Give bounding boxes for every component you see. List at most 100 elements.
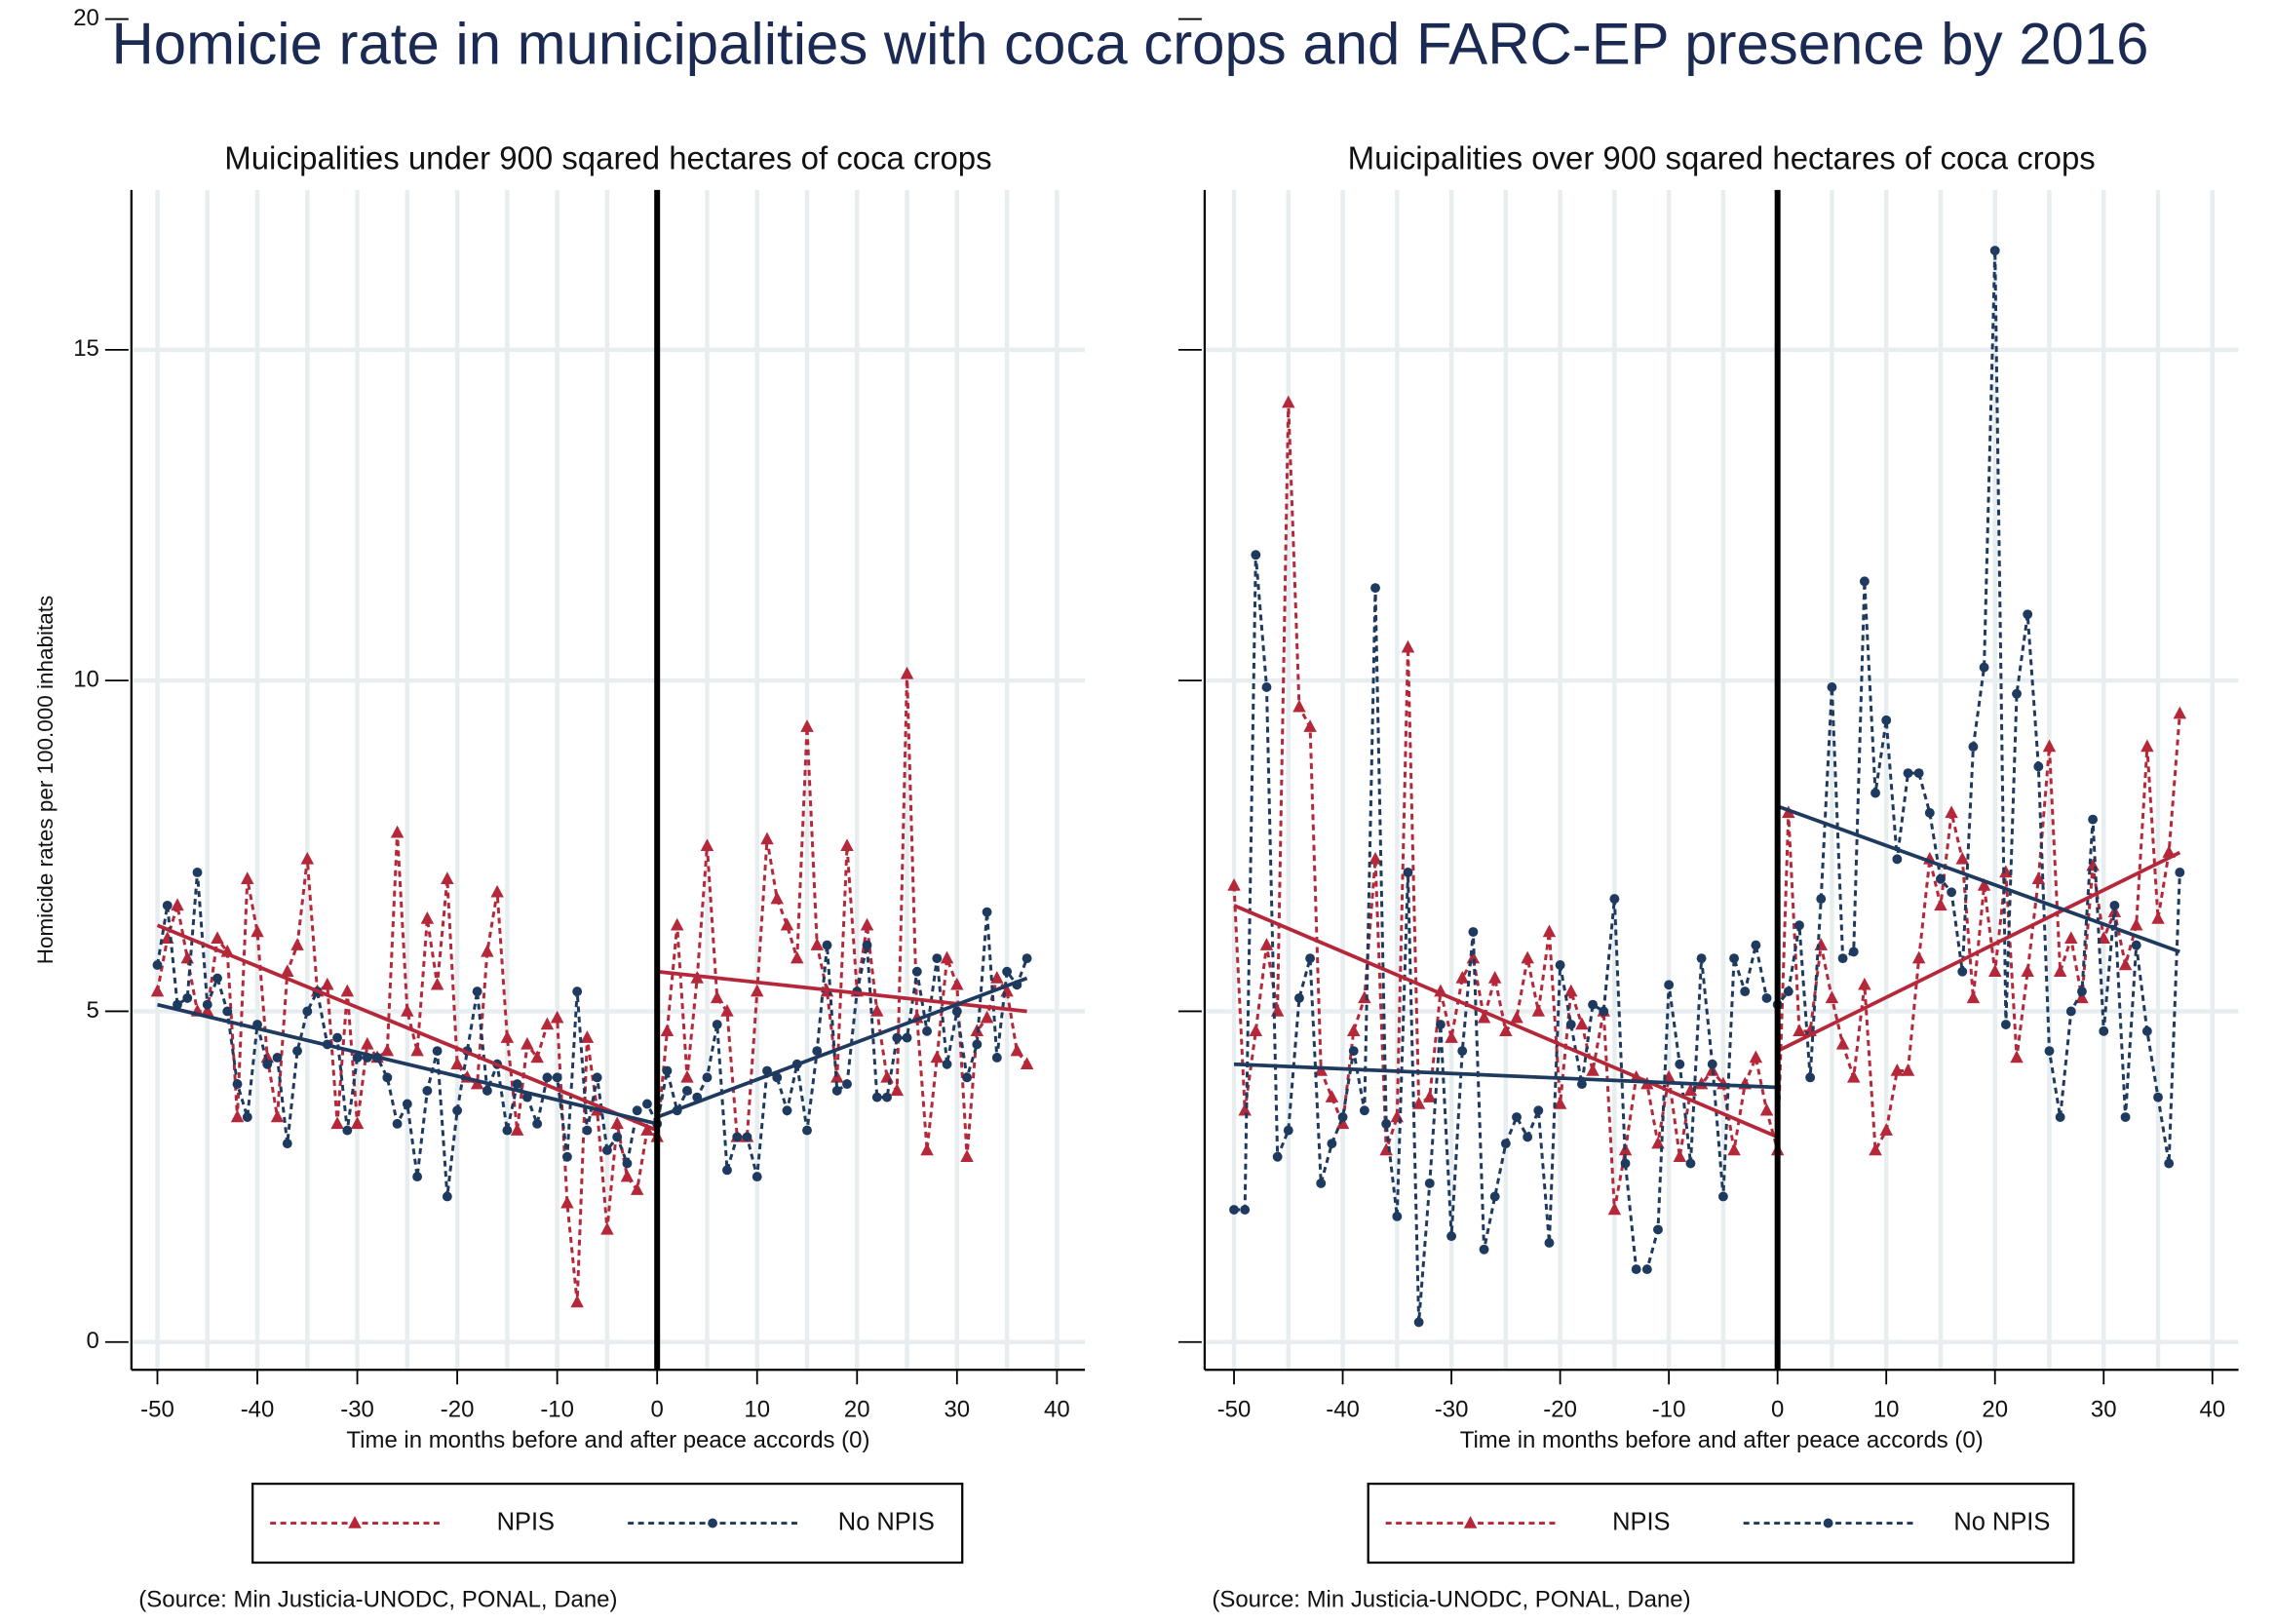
data-point [1911,950,1926,964]
data-point [1816,894,1827,905]
data-point [500,1030,515,1043]
data-point [2164,1158,2175,1169]
legend-label: NPIS [1612,1508,1670,1535]
data-point [911,966,922,977]
data-point [490,884,504,898]
data-point [951,1006,962,1017]
data-point [392,1118,403,1129]
data-point [470,1076,484,1090]
x-tick-label: 10 [1873,1397,1900,1423]
data-point [412,1172,423,1182]
legend-marker [1823,1518,1833,1528]
data-point [272,1053,283,1063]
data-point [2175,868,2185,877]
x-tick-label: 40 [2199,1397,2225,1423]
data-point [2033,761,2044,772]
data-point [2042,739,2057,753]
data-point [1955,851,1970,865]
data-point [452,1105,463,1116]
data-point [352,1053,363,1063]
data-point [1869,1142,1882,1156]
series-line [1234,251,2181,1323]
data-point [700,838,714,852]
data-point [1999,865,2013,878]
data-point [1814,938,1829,950]
data-point [2153,1092,2163,1102]
data-point [802,1125,812,1136]
y-tick-label: 5 [87,997,99,1024]
data-point [1761,992,1772,1003]
data-point [1435,1020,1446,1029]
data-point [1479,1244,1489,1255]
data-point [1403,868,1413,877]
data-point [1651,1136,1665,1149]
data-point [550,1010,564,1024]
data-point [201,1003,214,1017]
data-point [512,1079,522,1090]
data-point [632,1105,642,1116]
data-point [1729,953,1739,964]
data-point [152,960,163,970]
x-tick-label: -10 [1652,1397,1686,1423]
data-point [812,1046,823,1057]
data-point [670,917,684,931]
panel-title: Muicipalities under 900 sqared hectares … [224,140,991,176]
data-point [702,1072,713,1083]
data-point [481,944,494,957]
data-point [1881,715,1892,725]
data-point [222,1006,233,1017]
data-point [1631,1264,1641,1275]
data-point [1325,1090,1339,1102]
data-point [1947,887,1957,898]
data-point [1531,1003,1546,1017]
data-point [1335,1116,1350,1130]
data-point [422,1085,433,1096]
data-point [171,898,184,911]
data-point [1564,984,1578,997]
data-point [1523,1132,1533,1142]
data-point [182,992,193,1003]
data-point [1870,788,1880,798]
data-point [1512,1112,1522,1122]
data-point [760,831,774,845]
data-point [2151,910,2165,924]
x-tick-label: 0 [651,1397,664,1423]
data-point [302,1006,313,1017]
data-point [1588,999,1599,1010]
data-point [622,1158,633,1169]
data-point [1653,1224,1663,1235]
data-point [660,1024,675,1037]
data-point [410,1043,424,1057]
data-point [2055,1112,2065,1122]
data-point [1002,966,1013,977]
data-point [290,938,304,950]
data-point [1370,583,1380,594]
data-point [641,1099,652,1109]
data-point [1227,878,1241,891]
data-point [962,1072,973,1083]
data-point [1586,1063,1600,1076]
data-point [441,871,454,884]
data-point [2140,739,2154,753]
data-point [1575,1017,1589,1030]
data-point [950,977,964,990]
data-point [521,1036,534,1050]
data-point [772,1072,783,1083]
data-point [1685,1158,1696,1169]
data-point [1913,768,1924,779]
data-point [1609,894,1620,905]
data-point [972,1039,983,1050]
data-point [262,1059,273,1069]
data-point [1510,1010,1523,1024]
x-tick-label: -20 [441,1397,475,1423]
fit-line [1776,850,2181,1053]
data-point [1446,1231,1457,1242]
data-point [780,917,794,931]
data-point [2120,1112,2131,1122]
data-point [150,984,165,997]
data-point [770,891,784,905]
data-point [1022,953,1032,964]
data-point [1413,1317,1424,1328]
data-point [982,907,992,917]
data-point [1903,768,1913,779]
